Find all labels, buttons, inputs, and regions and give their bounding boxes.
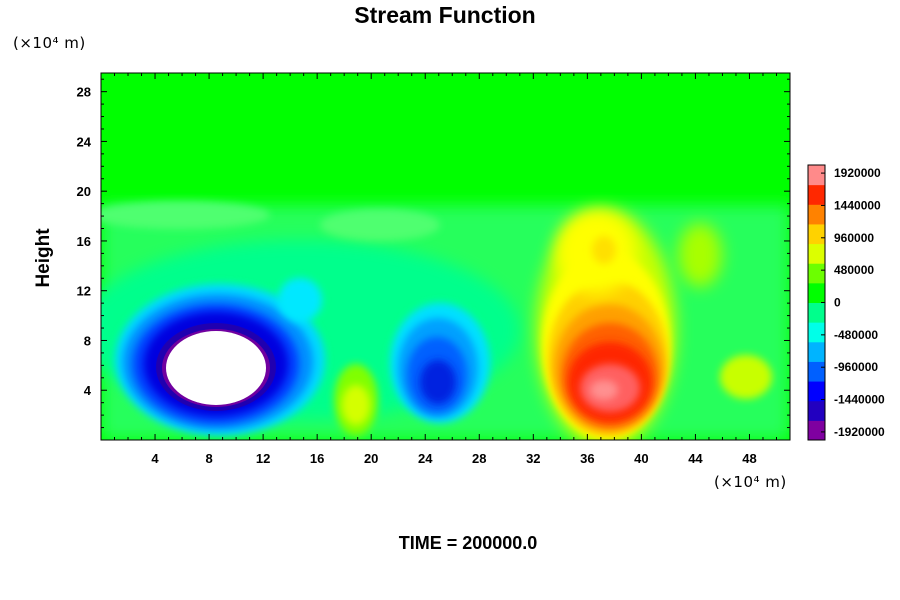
x-tick-label: 44 xyxy=(688,451,703,466)
y-tick-label: 28 xyxy=(77,85,91,100)
field-plume xyxy=(278,278,322,322)
y-tick-label: 8 xyxy=(84,333,91,348)
chart-title: Stream Function xyxy=(354,2,535,28)
positive-patch-right-low xyxy=(720,355,772,399)
x-tick-label: 24 xyxy=(418,451,433,466)
negative-cell-left xyxy=(115,284,325,436)
y-tick-label: 24 xyxy=(77,134,92,149)
colorbar-tick-label: -1920000 xyxy=(834,425,885,439)
x-tick-label: 20 xyxy=(364,451,378,466)
colorbar-tick-label: -960000 xyxy=(834,360,878,374)
colorbar-swatch xyxy=(808,302,825,323)
colorbar-tick-label: -480000 xyxy=(834,328,878,342)
positive-ridge-core xyxy=(592,236,616,264)
colorbar-swatch xyxy=(808,184,825,205)
x-tick-label: 36 xyxy=(580,451,594,466)
colorbar-swatch xyxy=(808,341,825,362)
x-axis: 4 8 12 16 20 24 28 32 36 40 44 48 xyxy=(114,73,777,466)
colorbar-swatch xyxy=(808,282,825,303)
colorbar-tick-label: 1920000 xyxy=(834,166,881,180)
colorbar-swatch xyxy=(808,381,825,402)
below-range-hole xyxy=(166,331,266,405)
colorbar-tick-label: 960000 xyxy=(834,231,874,245)
colorbar-swatch xyxy=(808,400,825,421)
x-tick-label: 12 xyxy=(256,451,270,466)
field-upper-band-2 xyxy=(320,209,440,241)
negative-cell-right xyxy=(390,303,490,423)
colorbar-tick-label: 1440000 xyxy=(834,198,881,212)
x-tick-label: 8 xyxy=(205,451,212,466)
x-tick-label: 16 xyxy=(310,451,324,466)
x-tick-label: 28 xyxy=(472,451,486,466)
x-tick-label: 40 xyxy=(634,451,648,466)
y-tick-label: 16 xyxy=(77,234,91,249)
colorbar-tick-label: -1440000 xyxy=(834,393,885,407)
colorbar-swatch xyxy=(808,165,825,186)
colorbar-swatch xyxy=(808,322,825,343)
plot-frame xyxy=(100,72,791,441)
x-tick-label: 32 xyxy=(526,451,540,466)
colorbar-swatch xyxy=(808,243,825,264)
y-axis: 4 8 12 16 20 24 28 xyxy=(77,78,790,429)
colorbar-swatch xyxy=(808,204,825,225)
colorbar-swatch xyxy=(808,361,825,382)
plot-area xyxy=(101,73,790,440)
colorbar-tick-label: 0 xyxy=(834,296,841,310)
x-tick-label: 4 xyxy=(151,451,159,466)
colorbar-swatch xyxy=(808,223,825,245)
y-axis-unit: (×10⁴ m) xyxy=(13,34,86,52)
positive-patch-right xyxy=(678,223,722,287)
colorbar-tick-label: 480000 xyxy=(834,263,874,277)
colorbar-swatch xyxy=(808,420,825,441)
x-axis-unit: (×10⁴ m) xyxy=(714,473,787,491)
footer-time: TIME = 200000.0 xyxy=(399,533,538,553)
x-tick-label: 48 xyxy=(742,451,756,466)
y-axis-label: Height xyxy=(33,228,54,288)
colorbar-swatch xyxy=(808,263,825,284)
y-tick-label: 20 xyxy=(77,184,91,199)
colorbar: 1920000 1440000 960000 480000 0 -480000 -96000… xyxy=(807,164,885,441)
y-tick-label: 4 xyxy=(84,383,92,398)
field-upper-band xyxy=(101,201,270,229)
positive-cell-small xyxy=(334,364,378,436)
y-tick-label: 12 xyxy=(77,284,91,299)
